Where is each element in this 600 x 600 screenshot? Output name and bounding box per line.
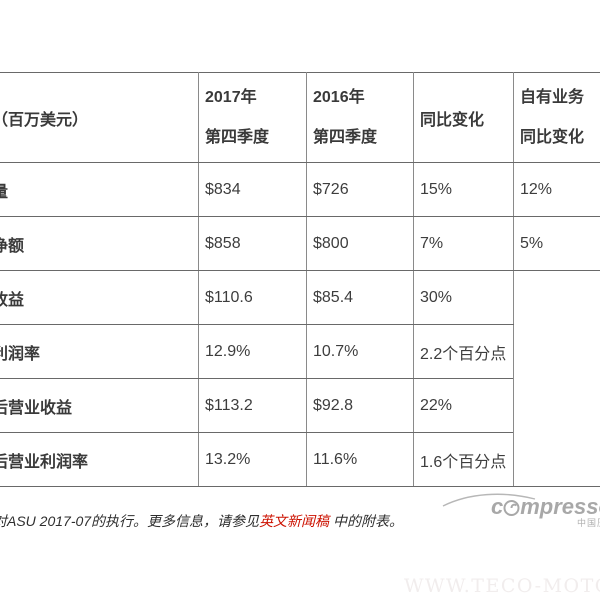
brand-text-start: c — [491, 494, 504, 519]
row-label: 净额 — [0, 216, 199, 271]
footnote-text-prefix: 对ASU 2017-07的执行。更多信息，请参见 — [0, 513, 260, 529]
row-label: 收益 — [0, 270, 199, 325]
table-row-margin: 利润率 12.9% 10.7% 2.2个百分点 — [0, 324, 600, 379]
cell-organic-value: 5% — [513, 216, 600, 271]
row-label: 利润率 — [0, 324, 199, 379]
cell-organic-value: 12% — [513, 162, 600, 217]
table-row-net-sales: 净额 $858 $800 7% 5% — [0, 216, 600, 271]
table-row-adj-operating-income: 后营业收益 $113.2 $92.8 22% — [0, 378, 600, 433]
unit-label: （百万美元） — [0, 111, 89, 129]
cell-2016-value: 11.6% — [306, 432, 414, 487]
cell-yoy-value: 1.6个百分点 — [413, 432, 514, 487]
col-header-yoy-change: 同比变化 — [413, 72, 514, 163]
row-label: 后营业收益 — [0, 378, 199, 433]
cell-yoy-value: 30% — [413, 270, 514, 325]
quarter-label: 第四季度 — [313, 128, 378, 146]
brand-subtext: 中国压缩机网 — [577, 518, 600, 528]
cell-yoy-value: 2.2个百分点 — [413, 324, 514, 379]
cell-organic-merged-empty — [513, 270, 600, 487]
cell-yoy-value: 15% — [413, 162, 514, 217]
col-header-2016-q4: 2016年 第四季度 — [306, 72, 414, 163]
cell-2016-value: $800 — [306, 216, 414, 271]
site-watermark: WWW.TECO-MOTORS.COM — [404, 575, 600, 597]
swoosh-arc-icon — [442, 493, 536, 507]
quarter-label: 第四季度 — [205, 128, 270, 146]
cell-2017-value: $113.2 — [198, 378, 307, 433]
yoy-change-label: 同比变化 — [420, 111, 485, 129]
table-row-adj-operating-margin: 后营业利润率 13.2% 11.6% 1.6个百分点 — [0, 432, 600, 487]
yoy-change-label: 同比变化 — [520, 128, 585, 146]
col-header-unit: （百万美元） — [0, 72, 199, 163]
cell-yoy-value: 7% — [413, 216, 514, 271]
cell-2017-value: 12.9% — [198, 324, 307, 379]
table-row-orders: 量 $834 $726 15% 12% — [0, 162, 600, 217]
year-2017-label: 2017年 — [205, 88, 257, 106]
compressor-watermark: c mpressor — [491, 494, 600, 520]
cell-2016-value: 10.7% — [306, 324, 414, 379]
cell-2016-value: $92.8 — [306, 378, 414, 433]
organic-business-label: 自有业务 — [520, 88, 585, 106]
english-press-release-link[interactable]: 英文新闻稿 — [259, 513, 330, 529]
cell-2017-value: 13.2% — [198, 432, 307, 487]
brand-text-end: mpressor — [520, 494, 600, 519]
row-label: 后营业利润率 — [0, 432, 199, 487]
cell-2016-value: $726 — [306, 162, 414, 217]
table-row-income: 收益 $110.6 $85.4 30% — [0, 270, 600, 487]
cell-yoy-value: 22% — [413, 378, 514, 433]
footnote-text-suffix: 中的附表。 — [329, 513, 403, 529]
cell-2017-value: $110.6 — [198, 270, 307, 325]
col-header-organic-change: 自有业务 同比变化 — [513, 72, 600, 163]
footnote: 对ASU 2017-07的执行。更多信息，请参见英文新闻稿 中的附表。 — [0, 511, 600, 531]
cell-2016-value: $85.4 — [306, 270, 414, 325]
financial-results-table: （百万美元） 2017年 第四季度 2016年 第四季度 同比变化 自有业务 — [0, 72, 600, 487]
col-header-2017-q4: 2017年 第四季度 — [198, 72, 307, 163]
row-label: 量 — [0, 162, 199, 217]
cell-2017-value: $858 — [198, 216, 307, 271]
year-2016-label: 2016年 — [313, 88, 365, 106]
cell-2017-value: $834 — [198, 162, 307, 217]
table-header-row: （百万美元） 2017年 第四季度 2016年 第四季度 同比变化 自有业务 — [0, 72, 600, 163]
swirl-o-icon — [503, 500, 520, 516]
